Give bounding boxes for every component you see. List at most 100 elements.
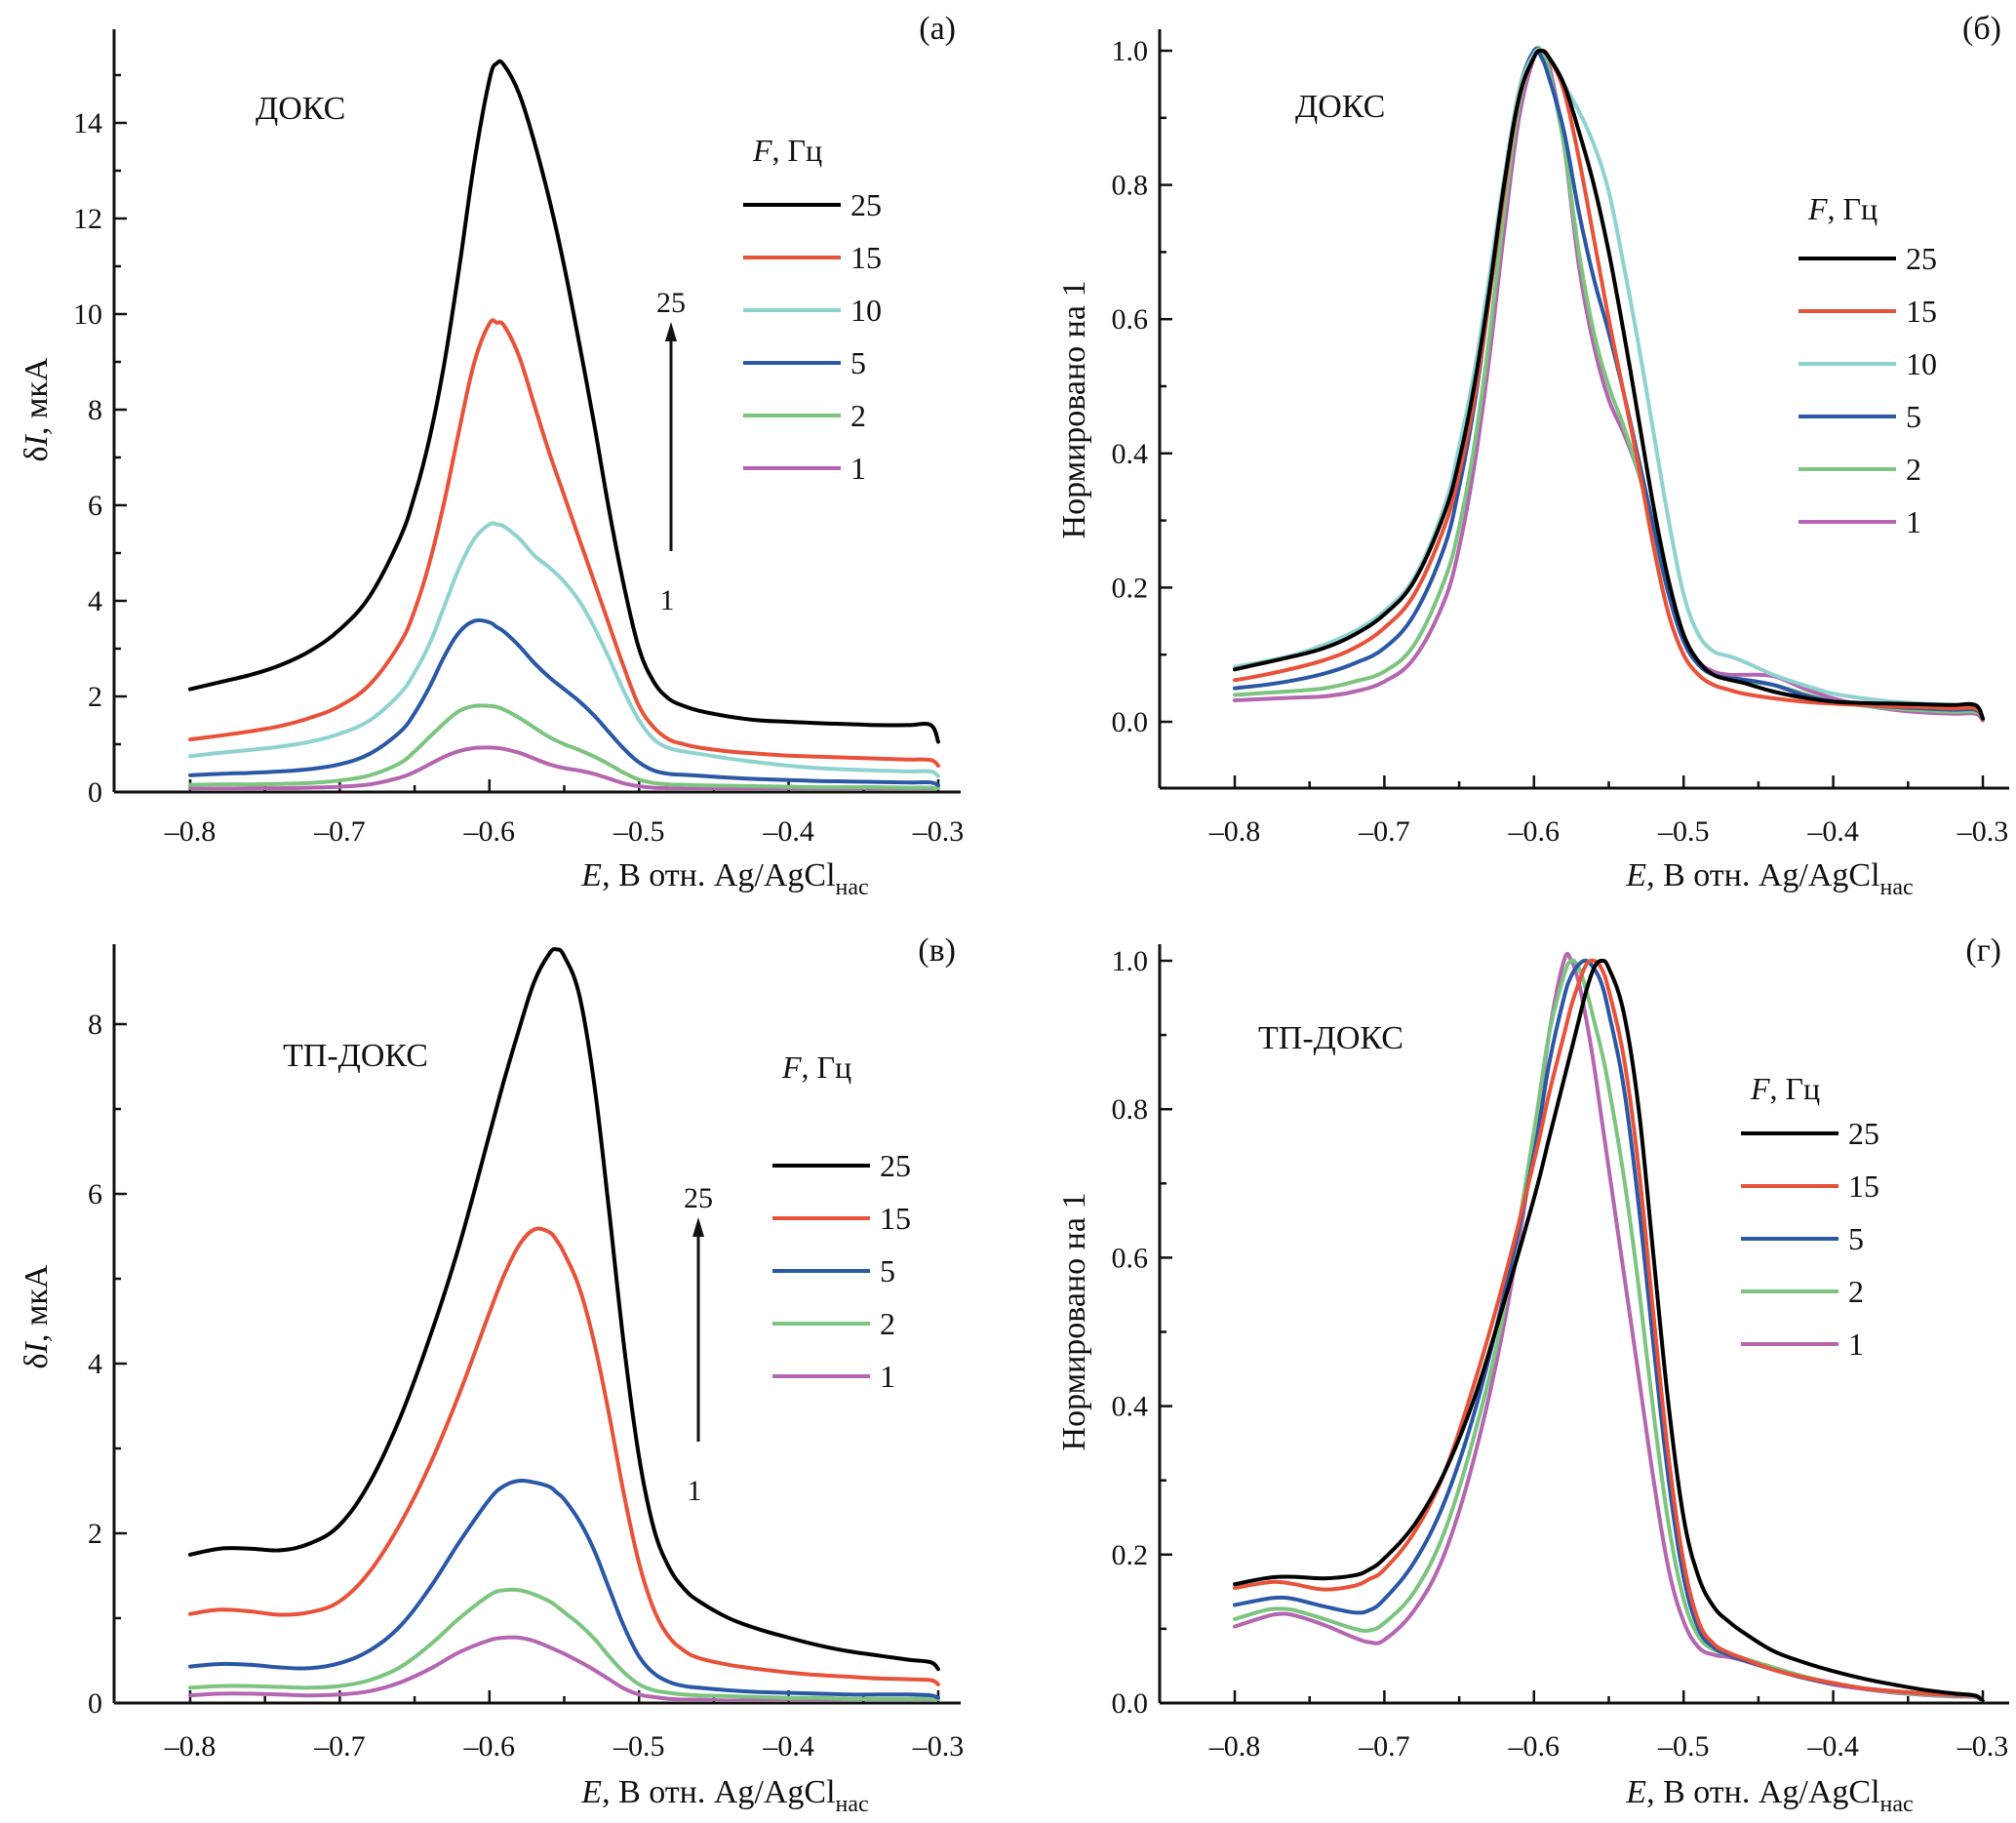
- y-axis-title: δI, мкА: [19, 357, 55, 461]
- legend-item-5-hz: 5: [1741, 1221, 1864, 1256]
- legend-item-25-hz: 25: [1741, 1116, 1879, 1151]
- legend-item-2-hz: 2: [1741, 1274, 1864, 1309]
- legend-title: F, Гц: [1750, 1071, 1820, 1106]
- legend-label: 15: [880, 1201, 911, 1236]
- legend-title-symbol: F: [1750, 1071, 1770, 1106]
- legend-title-units: , Гц: [772, 133, 823, 168]
- y-tick-label: 12: [73, 203, 102, 235]
- y-tick-label: 0.4: [1112, 438, 1149, 470]
- x-axis-title: E, В отн. Ag/AgClнас: [580, 1774, 868, 1817]
- arrow-bottom-label: 1: [688, 1475, 702, 1507]
- legend-item-5-hz: 5: [743, 345, 866, 380]
- x-tick-label: –0.8: [1208, 815, 1261, 848]
- legend-label: 5: [1848, 1221, 1864, 1256]
- panel-b: –0.8 –0.7 –0.6 –0.5 –0.4 –0.3 0.0 0.2 0.4 0.6 0.8 1…: [1056, 11, 2009, 900]
- legend-label: 25: [880, 1148, 911, 1183]
- series-line-15-hz: [188, 1226, 940, 1686]
- y-tick-label: 0.2: [1112, 572, 1149, 604]
- legend-item-1-hz: 1: [1741, 1327, 1864, 1362]
- x-axis-symbol: E: [1625, 1774, 1646, 1810]
- x-tick-label: –0.5: [1657, 1730, 1710, 1763]
- x-tick-label: –0.3: [912, 815, 965, 848]
- legend-title-units: , Гц: [802, 1050, 852, 1085]
- legend-item-2-hz: 2: [743, 398, 866, 433]
- x-tick-label: –0.8: [164, 815, 217, 848]
- legend-label: 15: [1906, 294, 1937, 329]
- legend-label: 10: [850, 293, 882, 328]
- y-tick-label: 8: [88, 1009, 102, 1041]
- x-axis-subscript: нас: [1880, 1792, 1914, 1817]
- y-axis-symbol: I: [19, 433, 55, 447]
- x-tick-label: –0.4: [1806, 815, 1859, 848]
- panel-a: –0.8 –0.7 –0.6 –0.5 –0.4 –0.302468101214(а)ДО…: [19, 11, 964, 900]
- arrow-up-icon: [692, 1217, 704, 1237]
- legend-label: 25: [850, 187, 882, 222]
- x-tick-label: –0.3: [1957, 1730, 2009, 1763]
- arrow-bottom-label: 1: [660, 584, 675, 616]
- series-group: [188, 59, 940, 790]
- series-line-15-hz: [1233, 48, 1985, 721]
- legend-label: 1: [1848, 1327, 1864, 1362]
- series-line-25-hz: [1233, 958, 1985, 1701]
- legend-label: 25: [1848, 1116, 1879, 1151]
- y-tick-label: 0.6: [1112, 1242, 1149, 1274]
- legend-item-1-hz: 1: [772, 1359, 895, 1394]
- y-tick-label: 0.8: [1112, 170, 1149, 202]
- legend-label: 15: [850, 240, 882, 275]
- legend-title-symbol: F: [1807, 191, 1828, 226]
- arrow-top-label: 25: [656, 287, 686, 319]
- y-tick-label: 0.0: [1112, 706, 1149, 738]
- legend-item-1-hz: 1: [743, 451, 866, 486]
- y-axis-units: , мкА: [19, 1264, 55, 1342]
- y-axis-title: Нормировано на 1: [1056, 1193, 1092, 1451]
- frequency-arrow: 25 1: [656, 287, 686, 616]
- arrow-up-icon: [665, 322, 677, 341]
- y-axis-prefix: δ: [19, 446, 55, 461]
- series-line-5-hz: [188, 617, 940, 788]
- legend-label: 2: [880, 1306, 895, 1341]
- legend: F, Гц 25 15 10 5 2 1: [743, 133, 882, 486]
- panel-d: –0.8 –0.7 –0.6 –0.5 –0.4 –0.3 0.0 0.2 0.4 0.6 0.8 1…: [1056, 932, 2009, 1817]
- legend-item-25-hz: 25: [1799, 241, 1937, 276]
- y-tick-label: 0.0: [1112, 1687, 1149, 1720]
- y-tick-label: 14: [73, 107, 102, 139]
- y-tick-label: 4: [88, 1348, 102, 1380]
- x-axis-units: , В отн. Ag/AgCl: [602, 1774, 835, 1810]
- legend-title-units: , Гц: [1770, 1071, 1821, 1106]
- series-group: [1233, 951, 1985, 1701]
- y-tick-label: 0.8: [1112, 1093, 1149, 1126]
- x-tick-label: –0.4: [762, 1730, 814, 1763]
- x-axis-symbol: E: [580, 1774, 602, 1810]
- legend-item-15-hz: 15: [743, 240, 882, 275]
- y-tick-label: 6: [88, 490, 102, 522]
- y-tick-label: 6: [88, 1178, 102, 1210]
- legend-label: 2: [850, 398, 866, 433]
- legend-label: 10: [1906, 346, 1937, 381]
- y-tick-label: 0: [88, 776, 102, 809]
- x-tick-label: –0.5: [1657, 815, 1710, 848]
- legend-label: 1: [850, 451, 866, 486]
- legend-label: 15: [1848, 1169, 1879, 1204]
- arrow-top-label: 25: [684, 1182, 713, 1214]
- x-tick-label: –0.6: [1508, 815, 1561, 848]
- legend-item-15-hz: 15: [1741, 1169, 1879, 1204]
- x-tick-label: –0.6: [463, 815, 516, 848]
- legend-item-15-hz: 15: [772, 1201, 911, 1236]
- compound-annotation: ТП-ДОКС: [1258, 1020, 1403, 1056]
- legend-item-15-hz: 15: [1799, 294, 1937, 329]
- x-tick-label: –0.6: [1508, 1730, 1561, 1763]
- x-tick-label: –0.5: [613, 1730, 665, 1763]
- legend-item-5-hz: 5: [1799, 399, 1921, 434]
- series-line-25-hz: [1233, 48, 1985, 721]
- legend-label: 5: [880, 1253, 895, 1288]
- legend-label: 5: [1906, 399, 1921, 434]
- y-tick-label: 0.6: [1112, 303, 1149, 336]
- legend: F, Гц 25 15 5 2 1: [1741, 1071, 1879, 1362]
- y-axis-units: , мкА: [19, 357, 55, 435]
- series-line-5-hz: [1233, 958, 1985, 1701]
- series-line-5-hz: [188, 1478, 940, 1700]
- x-tick-label: –0.4: [762, 815, 814, 848]
- series-line-25-hz: [188, 59, 940, 744]
- legend-label: 5: [850, 345, 866, 380]
